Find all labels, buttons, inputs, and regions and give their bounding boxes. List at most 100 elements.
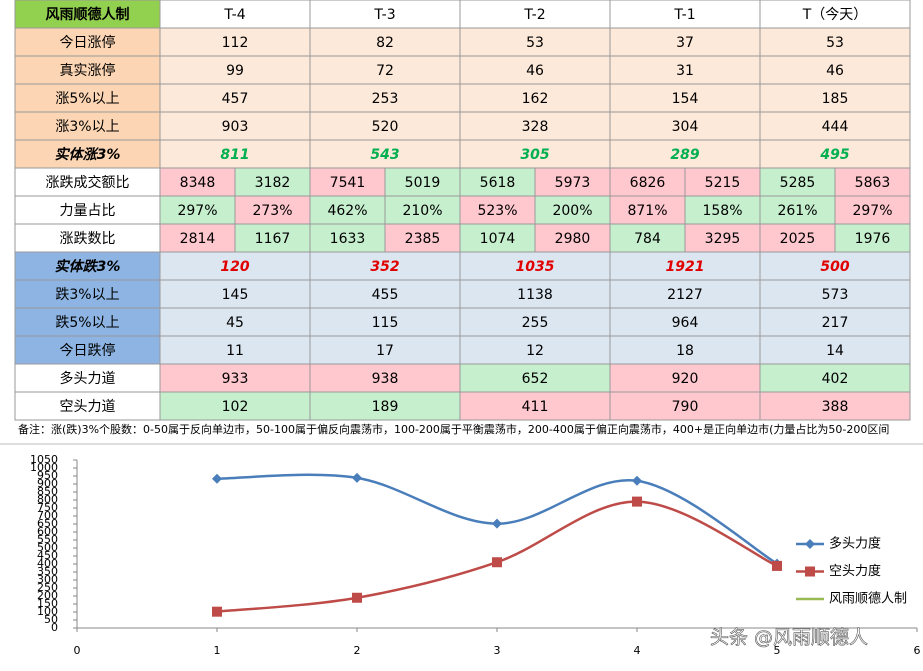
point-marker	[772, 560, 782, 571]
point-marker	[492, 518, 502, 529]
cell-text: 120	[220, 259, 249, 275]
cell-text: 实体涨3%	[55, 146, 121, 163]
cell-text: 261%	[777, 203, 817, 219]
data-cell	[309, 167, 386, 197]
cell-text: 210%	[402, 203, 442, 219]
x-tick-label: 3	[494, 644, 501, 657]
cell-text: 7541	[330, 175, 366, 191]
note: 备注：涨(跌)3%个股数：0-50属于反向单边市，50-100属于偏反向震荡市，…	[18, 422, 889, 436]
legend-label: 风雨顺德人制	[829, 592, 907, 607]
series-line	[216, 500, 778, 613]
x-tick-label: 2	[354, 644, 361, 657]
y-tick-label: 350	[37, 565, 58, 578]
data-cell	[759, 111, 911, 141]
data-cell	[459, 363, 611, 393]
data-cell	[609, 83, 761, 113]
cell-text: 305	[520, 147, 549, 163]
data-cell	[459, 83, 611, 113]
data-cell	[759, 55, 911, 85]
cell-text: 5973	[555, 175, 591, 191]
header-cell	[759, 0, 911, 29]
cell-text: 455	[372, 287, 399, 303]
cell-text: 411	[522, 399, 549, 415]
cell-text: 273%	[252, 203, 292, 219]
x-tick-label: 6	[914, 644, 921, 657]
data-cell	[159, 391, 311, 421]
cell-text: 8348	[180, 175, 216, 191]
data-cell	[759, 279, 911, 309]
data-cell	[459, 167, 536, 197]
cell-text: 1074	[480, 231, 516, 247]
row-label-cell	[14, 27, 161, 57]
cell-text: 涨5%以上	[55, 91, 119, 107]
data-cell	[609, 55, 761, 85]
cell-text: 5863	[855, 175, 891, 191]
cell-text: 388	[822, 399, 849, 415]
cell-text: 46	[826, 63, 844, 79]
cell-text: 1976	[855, 231, 891, 247]
cell-text: 402	[822, 371, 849, 387]
cell-text: 涨3%以上	[55, 119, 119, 135]
data-cell	[159, 279, 311, 309]
row-label-cell	[14, 83, 161, 113]
point-marker	[632, 475, 642, 486]
data-cell	[609, 167, 686, 197]
cell-text: 790	[672, 399, 699, 415]
cell-text: 457	[222, 91, 249, 107]
cell-text: 217	[822, 315, 849, 331]
cell-text: 871%	[627, 203, 667, 219]
cell-text: 938	[372, 371, 399, 387]
cell-text: 3182	[255, 175, 291, 191]
header-cell	[609, 0, 761, 29]
cell-text: T-4	[223, 7, 245, 23]
cell-text: 跌5%以上	[55, 315, 119, 331]
cell-text: 风雨顺德人制	[46, 6, 130, 23]
cell-text: 53	[526, 35, 544, 51]
cell-text: 520	[372, 119, 399, 135]
row-label-cell	[14, 111, 161, 141]
data-cell	[759, 83, 911, 113]
cell-text: T-3	[373, 7, 395, 23]
data-cell	[609, 335, 761, 365]
legend-marker	[805, 566, 815, 577]
cell-text: 255	[522, 315, 549, 331]
cell-text: T（今天）	[802, 7, 868, 23]
cell-text: T-2	[523, 7, 545, 23]
x-tick-label: 0	[74, 644, 81, 657]
cell-text: 543	[370, 147, 399, 163]
cell-text: 185	[822, 91, 849, 107]
data-cell	[759, 223, 836, 253]
cell-text: 115	[372, 315, 399, 331]
cell-text: 真实涨停	[60, 62, 116, 79]
data-cell	[609, 307, 761, 337]
cell-text: 154	[672, 91, 699, 107]
cell-text: 2980	[555, 231, 591, 247]
cell-text: 99	[226, 63, 244, 79]
data-cell	[534, 223, 611, 253]
cell-text: 253	[372, 91, 399, 107]
cell-text: 933	[222, 371, 249, 387]
header-cell	[159, 0, 311, 29]
cell-text: 328	[522, 119, 549, 135]
cell-text: 189	[372, 399, 399, 415]
data-cell	[609, 251, 761, 281]
data-cell	[159, 55, 311, 85]
y-tick-label: 0	[51, 621, 58, 634]
y-tick-label: 500	[37, 541, 58, 554]
data-cell	[459, 223, 536, 253]
y-tick-label: 100	[37, 605, 58, 618]
y-tick-label: 50	[44, 613, 58, 626]
data-cell	[609, 279, 761, 309]
data-cell	[159, 363, 311, 393]
data-cell	[759, 139, 911, 169]
data-cell	[159, 307, 311, 337]
data-cell	[309, 195, 386, 225]
header-cell	[459, 0, 611, 29]
cell-text: 2127	[667, 287, 703, 303]
y-tick-label: 700	[37, 509, 58, 522]
cell-text: 82	[376, 35, 394, 51]
cell-text: 5285	[780, 175, 816, 191]
cell-text: 11	[226, 343, 244, 359]
cell-text: 1035	[516, 259, 555, 275]
y-tick-label: 800	[37, 493, 58, 506]
